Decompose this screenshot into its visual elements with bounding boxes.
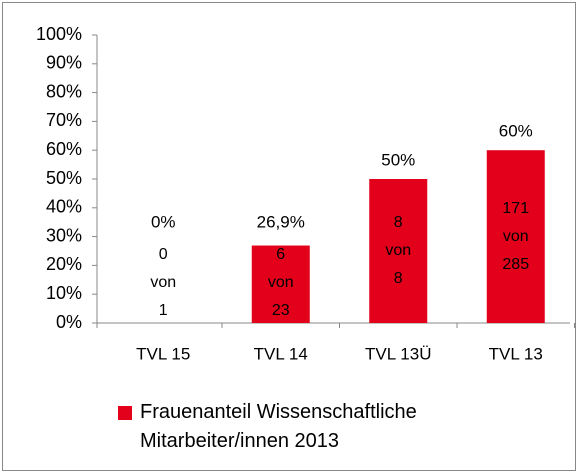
y-tick-label: 70%	[46, 110, 82, 130]
value-label: 0%	[151, 212, 176, 231]
legend-swatch	[118, 406, 132, 420]
legend-label: Frauenanteil Wissenschaftliche Mitarbeit…	[140, 401, 417, 452]
y-tick-label: 10%	[46, 283, 82, 303]
y-tick-label: 40%	[46, 197, 82, 217]
bar-annotation: 8	[394, 214, 403, 231]
bar-annotation: von	[385, 242, 411, 259]
bar-annotation: 171	[502, 200, 529, 217]
value-label: 60%	[499, 122, 533, 141]
value-label: 50%	[381, 150, 415, 169]
bar	[369, 179, 428, 323]
y-tick-label: 100%	[36, 24, 82, 44]
y-tick-label: 20%	[46, 254, 82, 274]
bar-annotation: von	[503, 228, 529, 245]
value-label: 26,9%	[257, 212, 305, 231]
x-tick-label: TVL 13	[489, 344, 543, 363]
bar-annotation: von	[150, 274, 176, 291]
x-tick-label: TVL 15	[136, 344, 190, 363]
bar	[251, 245, 310, 323]
bar-annotation: 1	[159, 302, 168, 319]
bar-annotation: 23	[272, 302, 290, 319]
y-tick-label: 80%	[46, 81, 82, 101]
bar-annotation: 6	[276, 246, 285, 263]
x-tick-label: TVL 13Ü	[365, 344, 431, 363]
bar-annotation: 0	[159, 246, 168, 263]
bar	[486, 150, 545, 323]
bar-annotation: 8	[394, 270, 403, 287]
bar-annotation: von	[268, 274, 294, 291]
y-tick-label: 90%	[46, 53, 82, 73]
y-tick-label: 60%	[46, 139, 82, 159]
x-tick-label: TVL 14	[254, 344, 308, 363]
y-tick-label: 0%	[56, 312, 82, 332]
bar-annotation: 285	[502, 256, 529, 273]
y-tick-label: 30%	[46, 225, 82, 245]
y-tick-label: 50%	[46, 168, 82, 188]
